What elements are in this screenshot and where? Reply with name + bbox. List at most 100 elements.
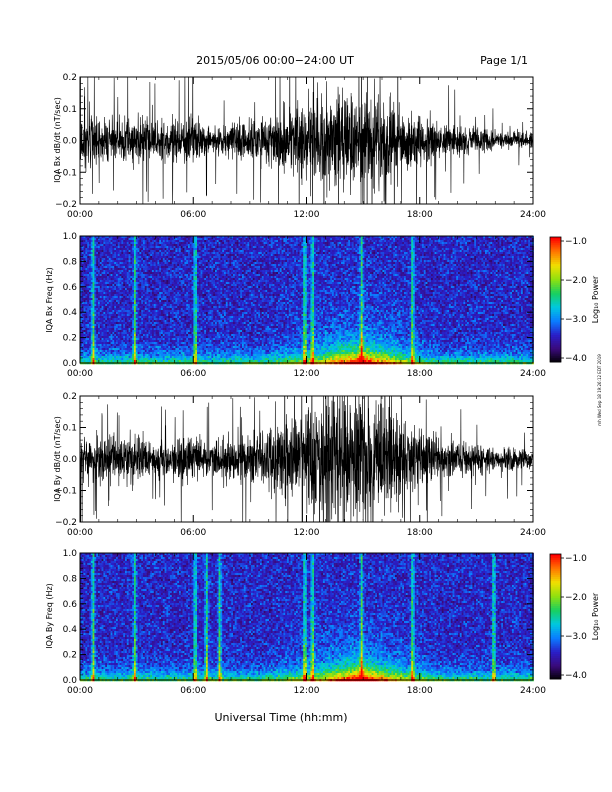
spectrogram-cell — [107, 242, 109, 244]
spectrogram-cell — [111, 256, 113, 258]
spectrogram-cell — [96, 254, 98, 256]
spectrogram-cell — [89, 348, 91, 350]
spectrogram-cell — [87, 252, 89, 254]
spectrogram-cell — [100, 316, 102, 318]
spectrogram-cell — [109, 340, 111, 342]
spectrogram-cell — [100, 332, 102, 334]
spectrogram-cell — [103, 310, 105, 312]
spectrogram-cell — [94, 326, 96, 328]
spectrogram-cell — [84, 270, 86, 272]
spectrogram-cell — [107, 316, 109, 318]
spectrogram-cell — [109, 306, 111, 308]
spectrogram-cell — [107, 276, 109, 278]
spectrogram-cell — [87, 340, 89, 342]
spectrogram-cell — [94, 250, 96, 252]
spectrogram-cell — [105, 342, 107, 344]
spectrogram-cell — [85, 360, 87, 362]
spectrogram-cell — [94, 332, 96, 334]
spectrogram-cell — [98, 354, 100, 356]
spectrogram-cell — [94, 344, 96, 346]
spectrogram-cell — [96, 352, 98, 354]
x-tick-label: 06:00 — [180, 210, 206, 220]
spectrogram-cell — [98, 254, 100, 256]
spectrogram-cell — [111, 292, 113, 294]
spectrogram-cell — [93, 282, 95, 284]
spectrogram-cell — [94, 300, 96, 302]
spectrogram-cell — [85, 248, 87, 250]
spectrogram-cell — [111, 328, 113, 330]
spectrogram-cell — [93, 290, 95, 292]
spectrogram-cell — [103, 282, 105, 284]
spectrogram-cell — [111, 312, 113, 314]
spectrogram-cell — [107, 252, 109, 254]
spectrogram-cell — [100, 288, 102, 290]
spectrogram-cell — [84, 318, 86, 320]
spectrogram-cell — [107, 356, 109, 358]
spectrogram-cell — [111, 262, 113, 264]
spectrogram-cell — [93, 296, 95, 298]
spectrogram-cell — [96, 292, 98, 294]
spectrogram-cell — [82, 282, 84, 284]
spectrogram-cell — [82, 292, 84, 294]
spectrogram-cell — [84, 256, 86, 258]
spectrogram-cell — [91, 322, 93, 324]
spectrogram-cell — [85, 302, 87, 304]
spectrogram-cell — [94, 356, 96, 358]
spectrogram-cell — [100, 266, 102, 268]
spectrogram-cell — [89, 282, 91, 284]
spectrogram-cell — [82, 302, 84, 304]
spectrogram-cell — [107, 266, 109, 268]
spectrogram-cell — [109, 262, 111, 264]
spectrogram-cell — [82, 308, 84, 310]
spectrogram-cell — [98, 334, 100, 336]
spectrogram-cell — [109, 320, 111, 322]
spectrogram-cell — [98, 312, 100, 314]
spectrogram-cell — [100, 346, 102, 348]
spectrogram-cell — [102, 326, 104, 328]
spectrogram-cell — [87, 318, 89, 320]
spectrogram-cell — [98, 344, 100, 346]
spectrogram-cell — [103, 344, 105, 346]
spectrogram-cell — [111, 298, 113, 300]
spectrogram-cell — [94, 304, 96, 306]
spectrogram-cell — [91, 254, 93, 256]
spectrogram-cell — [89, 286, 91, 288]
spectrogram-cell — [94, 306, 96, 308]
spectrogram-cell — [98, 240, 100, 242]
spectrogram-cell — [93, 318, 95, 320]
spectrogram-cell — [85, 354, 87, 356]
spectrogram-cell — [82, 334, 84, 336]
spectrogram-cell — [89, 342, 91, 344]
spectrogram-cell — [103, 330, 105, 332]
spectrogram-cell — [105, 274, 107, 276]
spectrogram-cell — [91, 286, 93, 288]
spectrogram-cell — [84, 358, 86, 360]
spectrogram-cell — [98, 284, 100, 286]
spectrogram-cell — [105, 246, 107, 248]
spectrogram-cell — [96, 320, 98, 322]
spectrogram-cell — [100, 264, 102, 266]
spectrogram-cell — [93, 272, 95, 274]
spectrogram-cell — [94, 256, 96, 258]
spectrogram-cell — [105, 338, 107, 340]
spectrogram-cell — [91, 304, 93, 306]
spectrogram-cell — [103, 342, 105, 344]
spectrogram-cell — [100, 348, 102, 350]
spectrogram-cell — [102, 280, 104, 282]
spectrogram-cell — [107, 302, 109, 304]
spectrogram-cell — [102, 342, 104, 344]
spectrogram-cell — [103, 260, 105, 262]
spectrogram-cell — [107, 250, 109, 252]
spectrogram-cell — [105, 312, 107, 314]
spectrogram-cell — [93, 336, 95, 338]
spectrogram-cell — [105, 248, 107, 250]
spectrogram-cell — [100, 302, 102, 304]
spectrogram-cell — [109, 250, 111, 252]
spectrogram-cell — [85, 274, 87, 276]
spectrogram-cell — [85, 292, 87, 294]
spectrogram-cell — [85, 266, 87, 268]
spectrogram-cell — [93, 342, 95, 344]
spectrogram-cell — [91, 358, 93, 360]
spectrogram-cell — [87, 344, 89, 346]
spectrogram-cell — [109, 268, 111, 270]
